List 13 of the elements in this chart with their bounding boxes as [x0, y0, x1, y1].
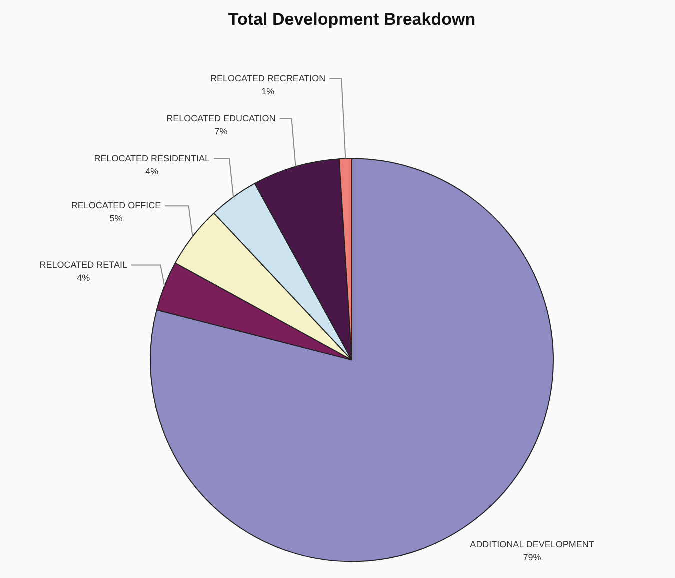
slice-label: RELOCATED EDUCATION — [166, 113, 276, 124]
slice-label: RELOCATED RETAIL — [40, 260, 128, 270]
slice-label: RELOCATED RECREATION — [210, 73, 326, 84]
data-label: 4% — [77, 272, 90, 283]
data-label: 4% — [146, 166, 159, 176]
chart-title: Total Development Breakdown — [228, 10, 476, 29]
slice-label: RELOCATED OFFICE — [71, 200, 162, 211]
data-label: 1% — [262, 86, 275, 96]
slice-label: ADDITIONAL DEVELOPMENT — [470, 540, 595, 550]
data-label: 5% — [110, 214, 123, 224]
data-label: 7% — [214, 126, 228, 136]
slice-label: RELOCATED RESIDENTIAL — [94, 153, 210, 164]
data-label: 79% — [523, 552, 542, 563]
